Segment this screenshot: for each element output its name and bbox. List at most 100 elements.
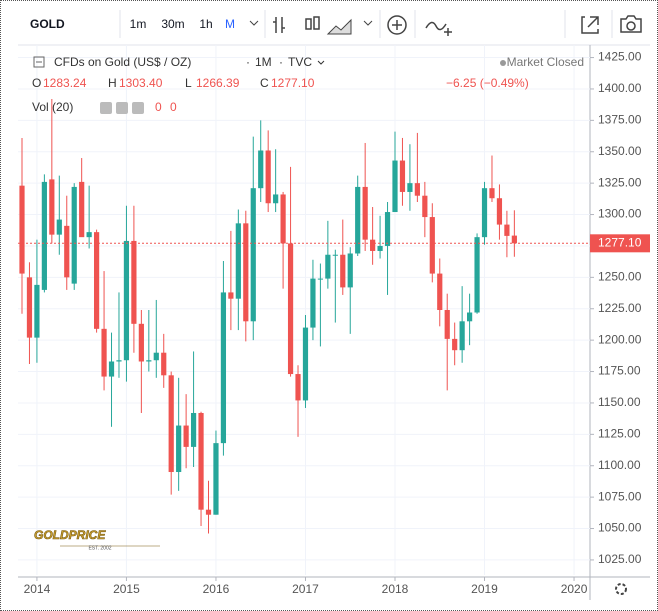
- candle-body: [414, 183, 420, 196]
- y-tick-label: 1075.00: [598, 489, 642, 503]
- snapshot-icon[interactable]: [620, 15, 642, 33]
- market-status: Market Closed: [507, 55, 584, 69]
- eye-icon[interactable]: [100, 102, 112, 114]
- candle-body: [273, 194, 279, 204]
- y-tick-label: 1175.00: [598, 364, 641, 378]
- candle-body: [131, 240, 137, 324]
- last-price-box: [590, 234, 650, 253]
- candle-body: [325, 254, 331, 279]
- candle-body: [243, 223, 249, 322]
- candle-body: [71, 186, 77, 284]
- candle-body: [287, 243, 294, 375]
- candle-body: [429, 217, 435, 274]
- candles: [19, 99, 517, 534]
- indicators-icon[interactable]: [392, 20, 402, 30]
- legend-interval: 1M: [255, 55, 272, 69]
- y-tick-label: 1350.00: [598, 144, 642, 158]
- intervals: 1m 30m 1h M: [130, 17, 235, 31]
- y-tick-label: 1250.00: [598, 270, 642, 284]
- candle-body: [26, 277, 33, 338]
- candle-body: [198, 412, 204, 510]
- candles-icon[interactable]: [305, 18, 312, 30]
- candle-body: [220, 292, 227, 444]
- ohlc-prefix: H: [108, 76, 117, 90]
- candle-body: [340, 254, 346, 288]
- settings-icon[interactable]: [615, 583, 627, 595]
- candle-body: [34, 284, 40, 338]
- last-price-label: 1277.10: [598, 235, 642, 249]
- interval-button[interactable]: M: [225, 17, 235, 31]
- dropdown-icon[interactable]: [363, 20, 373, 26]
- candle-body: [168, 375, 174, 473]
- compare-icon[interactable]: [425, 21, 452, 36]
- watermark-est: EST. 2002: [88, 545, 111, 551]
- candle-body: [347, 253, 353, 288]
- candle-body: [108, 361, 115, 377]
- ohlc-value: 1283.24: [43, 76, 87, 90]
- ohlc-prefix: C: [260, 76, 269, 90]
- remove-icon[interactable]: [132, 102, 144, 114]
- ohlc-prefix: O: [32, 76, 41, 90]
- x-tick-label: 2017: [292, 582, 319, 596]
- candle-body: [56, 219, 62, 235]
- legend-title: CFDs on Gold (US$ / OZ): [54, 55, 191, 69]
- y-tick-label: 1225.00: [598, 301, 642, 315]
- interval-button[interactable]: 1m: [130, 17, 147, 31]
- y-tick-label: 1100.00: [598, 458, 641, 472]
- ohlc-value: 1277.10: [271, 76, 315, 90]
- candle-body: [310, 278, 316, 328]
- y-tick-label: 1050.00: [598, 521, 642, 535]
- candle-body: [86, 232, 92, 238]
- candle-body: [116, 360, 122, 362]
- x-tick-label: 2014: [24, 582, 51, 596]
- indicators-icon[interactable]: [387, 15, 407, 35]
- candle-body: [496, 198, 503, 225]
- dropdown-icon[interactable]: [249, 20, 259, 26]
- candle-body: [474, 237, 480, 313]
- y-tick-label: 1125.00: [598, 427, 641, 441]
- candle-body: [504, 224, 510, 236]
- share-icon[interactable]: [581, 16, 599, 34]
- candle-body: [332, 254, 338, 256]
- candle-body: [384, 212, 391, 246]
- candle-body: [407, 183, 413, 192]
- symbol[interactable]: GOLD: [30, 17, 65, 31]
- dropdown-icon[interactable]: [317, 60, 325, 65]
- candle-body: [213, 443, 219, 515]
- candle-body: [183, 425, 189, 447]
- x-tick-label: 2016: [203, 582, 230, 596]
- watermark: GOLDPRICE: [34, 528, 106, 542]
- interval-button[interactable]: 1h: [199, 17, 212, 31]
- candle-body: [467, 312, 473, 322]
- y-tick-label: 1325.00: [598, 175, 642, 189]
- legend-source: TVC: [288, 55, 312, 69]
- candle-body: [176, 425, 182, 473]
- candle-body: [19, 185, 25, 274]
- candle-body: [295, 374, 301, 401]
- area-icon[interactable]: [326, 18, 352, 35]
- ohlc-value: 1303.40: [119, 76, 163, 90]
- candle-body: [399, 160, 406, 192]
- legend-separator: ·: [246, 55, 250, 69]
- candle-body: [146, 360, 152, 362]
- candle-body: [459, 321, 465, 351]
- collapse-icon[interactable]: [33, 56, 45, 68]
- candles-icon[interactable]: [313, 16, 320, 30]
- candle-body: [64, 225, 70, 278]
- candle-body: [489, 188, 495, 199]
- candle-body: [377, 245, 383, 251]
- candle-body: [317, 278, 323, 280]
- y-tick-label: 1375.00: [598, 113, 642, 127]
- x-tick-label: 2018: [382, 582, 409, 596]
- settings-icon[interactable]: [116, 102, 128, 114]
- candle-body: [265, 150, 271, 204]
- snapshot-icon[interactable]: [626, 21, 636, 31]
- y-tick-label: 1400.00: [598, 81, 642, 95]
- interval-button[interactable]: 30m: [161, 17, 184, 31]
- candle-body: [138, 323, 144, 362]
- candle-body: [452, 338, 458, 351]
- ohlc-prefix: L: [185, 76, 192, 90]
- candle-body: [370, 239, 376, 251]
- bars-icon[interactable]: [273, 17, 285, 33]
